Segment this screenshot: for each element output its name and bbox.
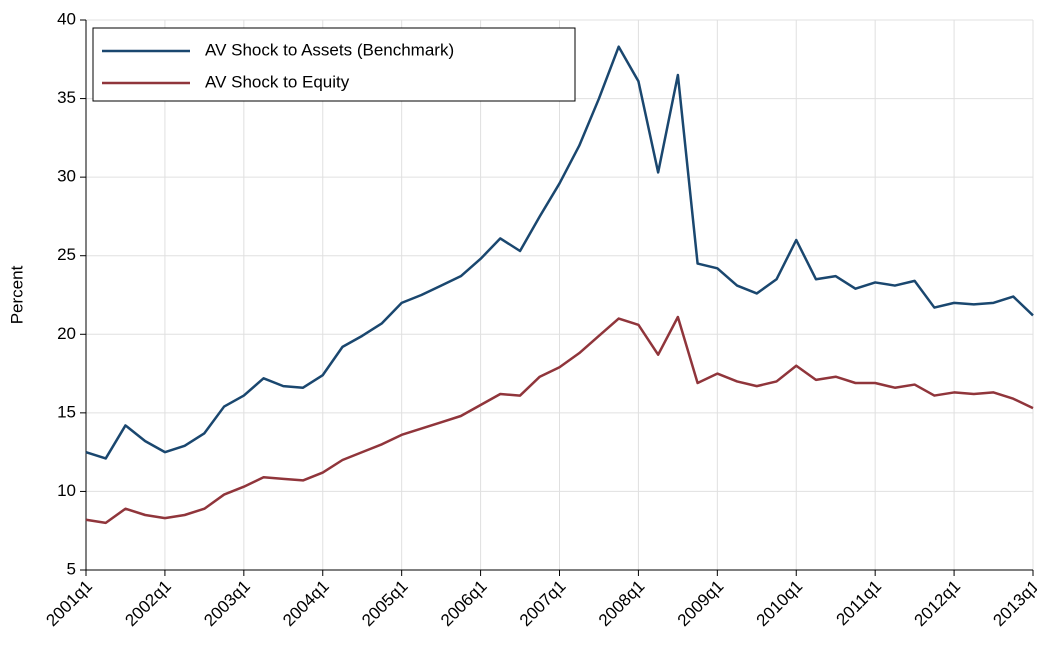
legend-box xyxy=(92,27,576,102)
x-tick-label: 2002q1 xyxy=(121,577,175,631)
x-tick-label: 2006q1 xyxy=(437,577,491,631)
x-tick-label: 2004q1 xyxy=(279,577,333,631)
y-tick-label: 25 xyxy=(57,245,76,264)
x-tick-label: 2005q1 xyxy=(358,577,412,631)
x-tick-label: 2007q1 xyxy=(516,577,570,631)
y-tick-label: 15 xyxy=(57,402,76,421)
x-tick-label: 2009q1 xyxy=(674,577,728,631)
x-tick-label: 2008q1 xyxy=(595,577,649,631)
series-line xyxy=(85,315,1034,525)
series-line xyxy=(85,45,1034,460)
x-tick-label: 2012q1 xyxy=(911,577,965,631)
x-tick-label: 2010q1 xyxy=(753,577,807,631)
x-tick-label: 2011q1 xyxy=(833,577,886,630)
x-tick-label: 2001q1 xyxy=(42,577,96,631)
legend-label: AV Shock to Assets (Benchmark) xyxy=(205,40,454,59)
y-tick-label: 35 xyxy=(57,88,76,107)
x-tick-label: 2003q1 xyxy=(200,577,254,631)
y-axis-label: Percent xyxy=(7,265,26,324)
legend-label: AV Shock to Equity xyxy=(205,72,350,91)
y-tick-label: 40 xyxy=(57,9,76,28)
y-tick-label: 10 xyxy=(57,481,76,500)
y-tick-label: 20 xyxy=(57,324,76,343)
y-tick-label: 30 xyxy=(57,167,76,186)
y-tick-label: 5 xyxy=(67,559,76,578)
x-tick-label: 2013q1 xyxy=(989,577,1037,631)
